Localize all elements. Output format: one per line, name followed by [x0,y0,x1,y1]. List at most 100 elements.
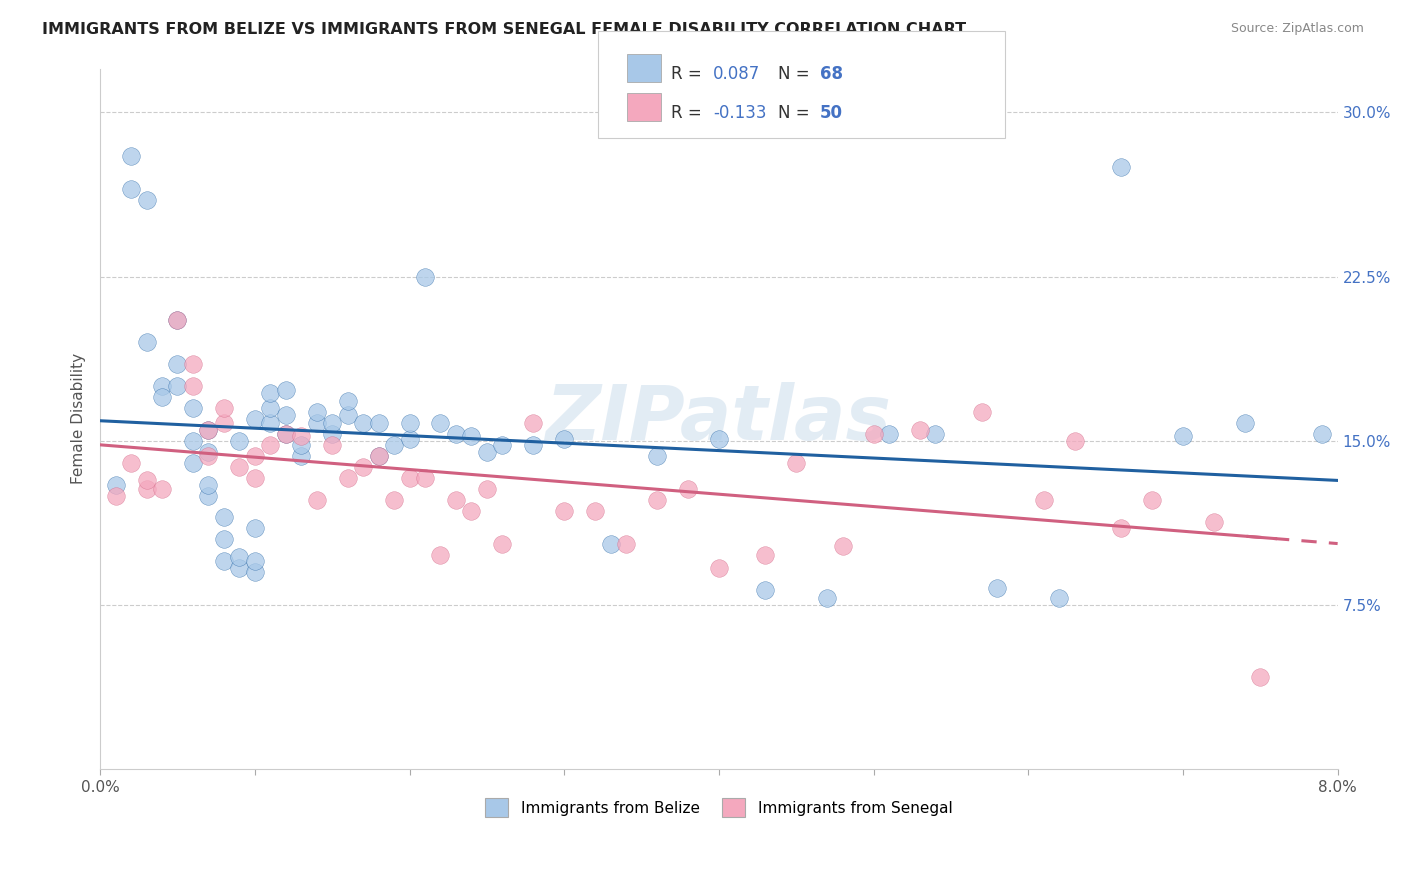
Point [382,492,405,507]
Point [259,438,281,452]
Point [413,269,436,284]
Point [243,412,266,426]
Point [305,405,328,419]
Point [986,581,1008,595]
Point [522,438,544,452]
Point [908,423,931,437]
Point [460,504,482,518]
Point [614,537,637,551]
Point [1202,515,1225,529]
Point [367,449,389,463]
Text: IMMIGRANTS FROM BELIZE VS IMMIGRANTS FROM SENEGAL FEMALE DISABILITY CORRELATION : IMMIGRANTS FROM BELIZE VS IMMIGRANTS FRO… [42,22,966,37]
Point [1249,670,1271,684]
Point [181,357,204,371]
Point [243,565,266,579]
Point [274,427,297,442]
Point [212,533,235,547]
Text: N =: N = [778,104,814,122]
Point [444,492,467,507]
Point [815,591,838,606]
Point [398,432,420,446]
Point [243,471,266,485]
Point [321,417,343,431]
Point [645,449,668,463]
Point [197,477,219,491]
Point [274,408,297,422]
Point [1032,492,1054,507]
Text: -0.133: -0.133 [713,104,766,122]
Point [352,460,374,475]
Text: R =: R = [671,104,707,122]
Point [970,405,993,419]
Point [460,429,482,443]
Point [1109,160,1132,174]
Point [212,554,235,568]
Point [754,548,776,562]
Text: R =: R = [671,65,707,83]
Point [413,471,436,485]
Point [181,456,204,470]
Point [862,427,884,442]
Point [166,357,188,371]
Point [429,417,451,431]
Point [150,390,173,404]
Point [1140,492,1163,507]
Point [135,482,157,496]
Point [166,313,188,327]
Y-axis label: Female Disability: Female Disability [72,353,86,484]
Point [120,182,142,196]
Point [491,537,513,551]
Point [522,417,544,431]
Point [228,549,250,564]
Point [274,384,297,398]
Point [367,417,389,431]
Point [398,417,420,431]
Point [1063,434,1085,448]
Point [197,489,219,503]
Point [104,489,127,503]
Point [259,385,281,400]
Point [243,554,266,568]
Point [212,510,235,524]
Point [243,449,266,463]
Point [321,427,343,442]
Point [831,539,853,553]
Point [321,438,343,452]
Point [135,335,157,350]
Point [135,193,157,207]
Point [583,504,606,518]
Point [924,427,946,442]
Point [212,401,235,415]
Point [259,417,281,431]
Point [305,417,328,431]
Point [491,438,513,452]
Point [336,408,359,422]
Point [197,423,219,437]
Point [243,521,266,535]
Text: 0.087: 0.087 [713,65,761,83]
Point [120,456,142,470]
Point [707,561,730,575]
Point [228,434,250,448]
Point [553,432,575,446]
Point [150,482,173,496]
Point [181,401,204,415]
Point [785,456,807,470]
Text: N =: N = [778,65,814,83]
Text: ZIPatlas: ZIPatlas [546,382,891,456]
Point [197,444,219,458]
Point [197,449,219,463]
Point [120,149,142,163]
Point [754,582,776,597]
Text: Source: ZipAtlas.com: Source: ZipAtlas.com [1230,22,1364,36]
Point [150,379,173,393]
Point [645,492,668,507]
Point [1233,417,1256,431]
Point [676,482,699,496]
Point [444,427,467,442]
Point [336,471,359,485]
Point [104,477,127,491]
Point [877,427,900,442]
Point [274,427,297,442]
Legend: Immigrants from Belize, Immigrants from Senegal: Immigrants from Belize, Immigrants from … [478,791,960,825]
